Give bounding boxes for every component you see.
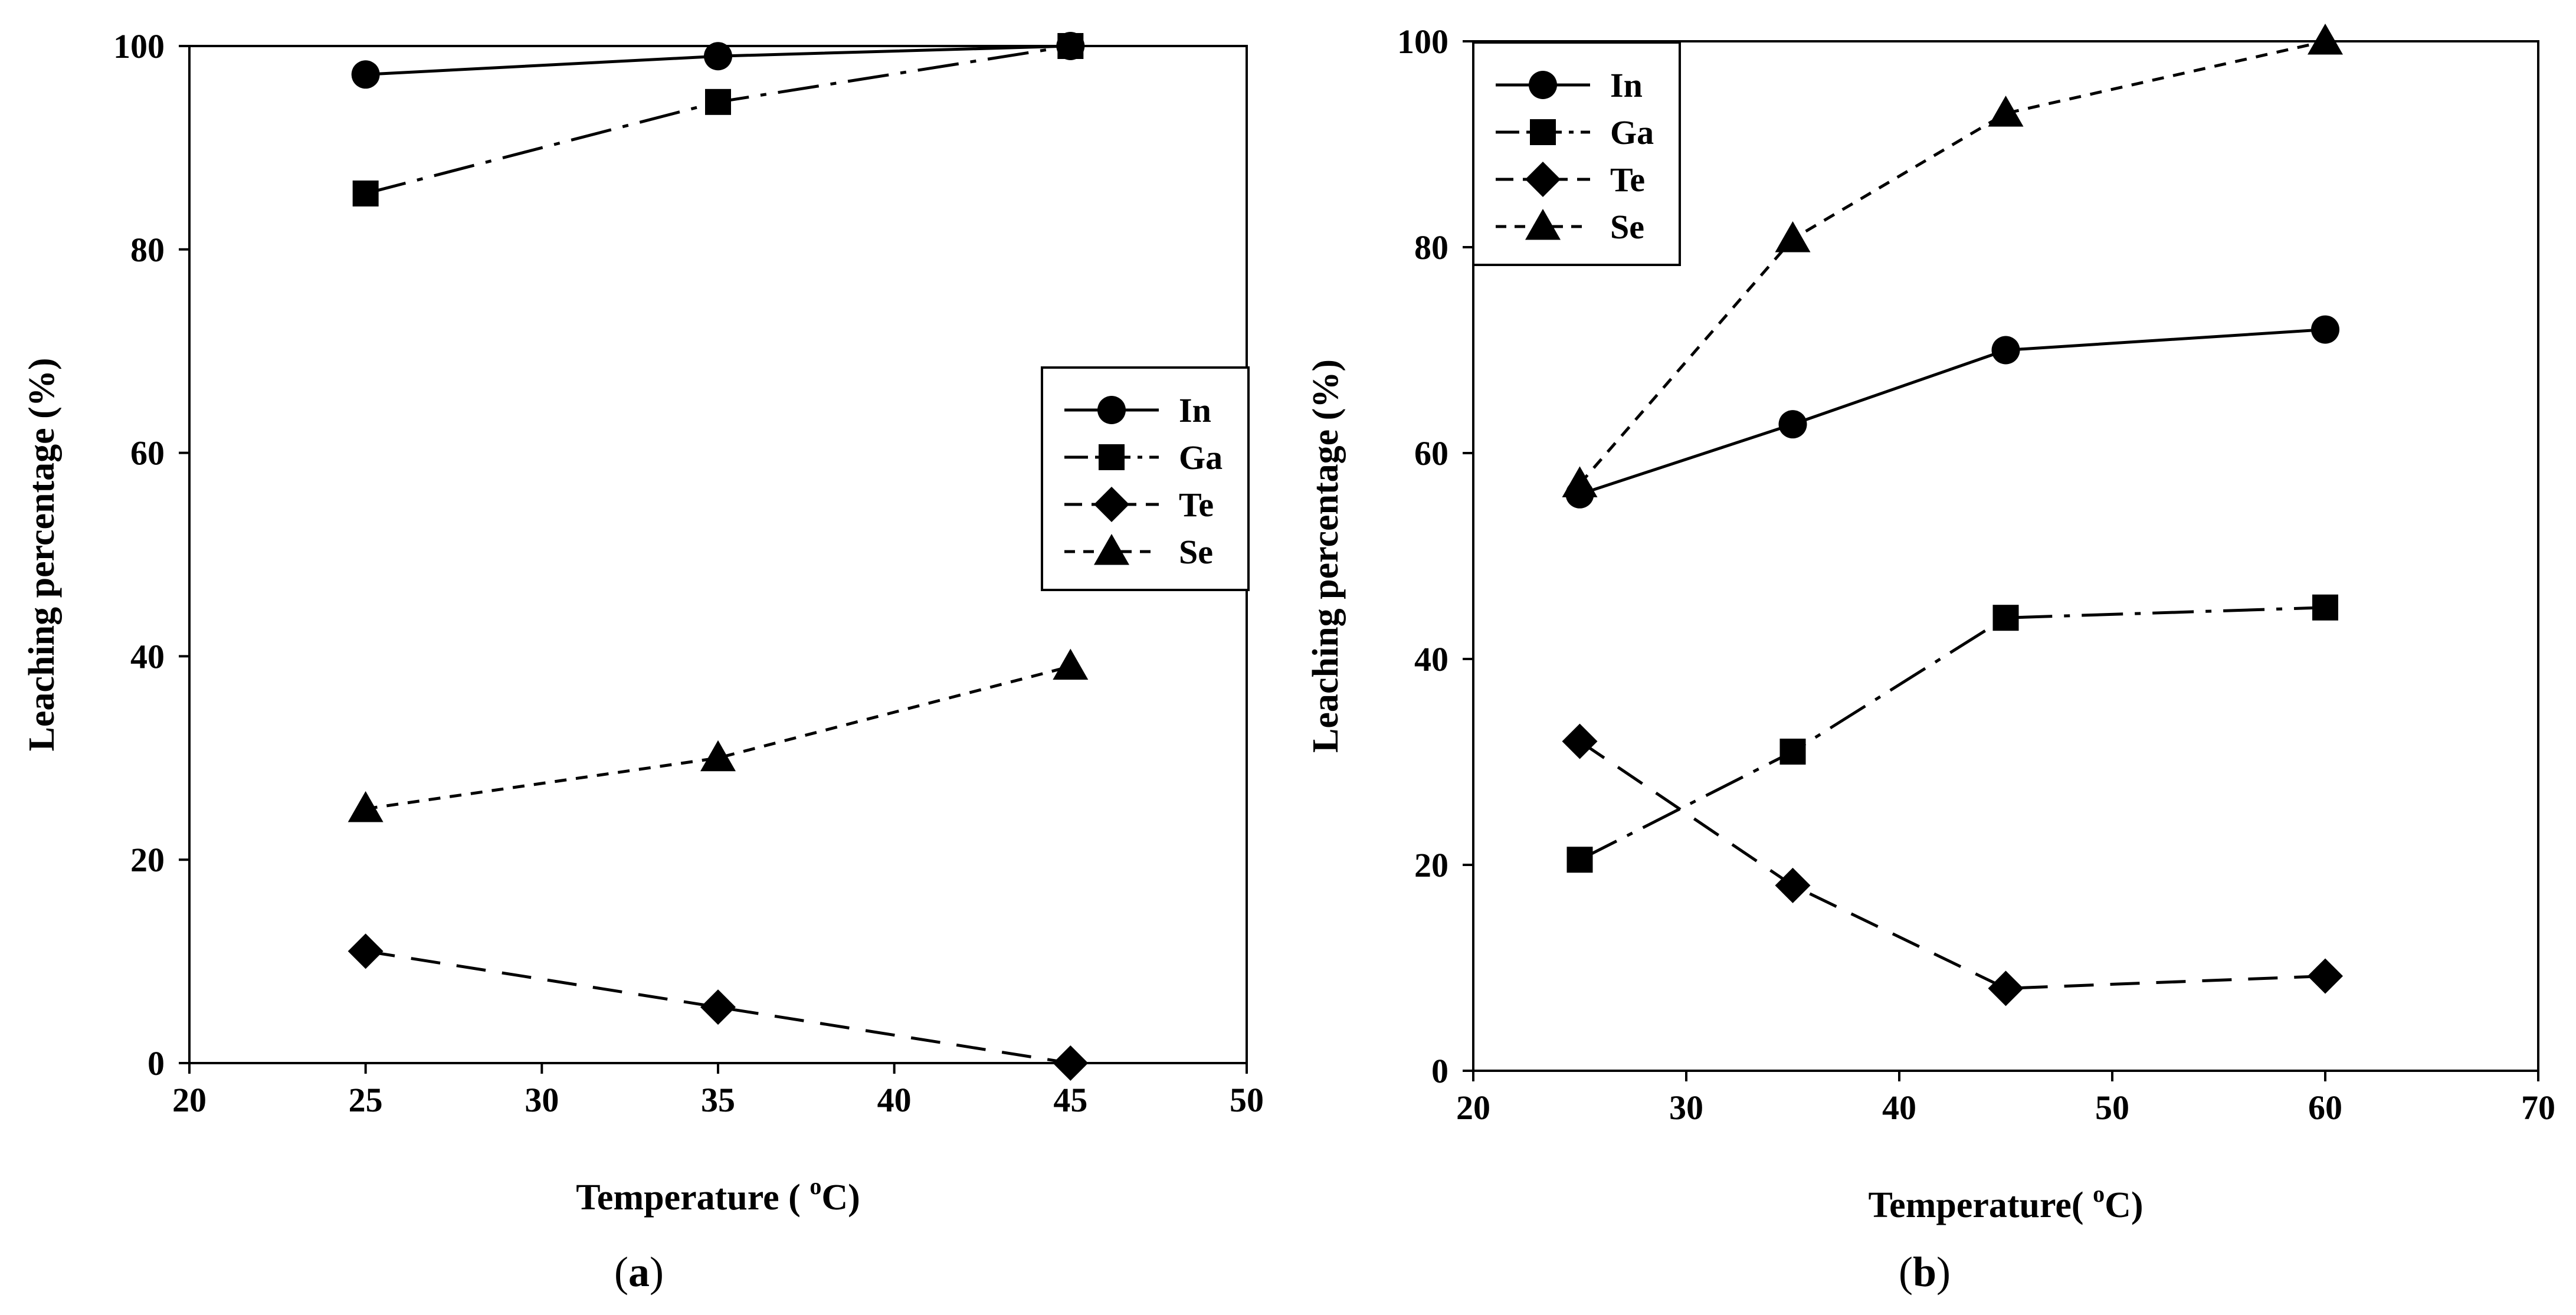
x-tick-label: 40: [877, 1081, 912, 1119]
data-point-se: [1562, 466, 1598, 497]
y-tick-label: 20: [130, 841, 165, 879]
data-point-in: [1778, 410, 1807, 439]
data-point-ga: [705, 88, 731, 115]
y-tick-label: 100: [113, 27, 165, 65]
y-tick-label: 20: [1414, 846, 1448, 884]
data-point-te: [1562, 723, 1598, 759]
x-tick-label: 20: [172, 1081, 207, 1119]
x-tick-label: 30: [525, 1081, 559, 1119]
legend-marker-te: [1525, 162, 1561, 197]
series-line-se: [365, 665, 1071, 811]
data-point-ga: [2312, 594, 2338, 621]
y-tick-label: 80: [130, 231, 165, 269]
data-point-se: [348, 791, 384, 822]
data-point-se: [2308, 24, 2343, 55]
legend-label-in: In: [1610, 66, 1643, 104]
data-point-te: [348, 933, 384, 969]
series-line-te: [1579, 740, 2326, 990]
y-tick-label: 60: [130, 434, 165, 473]
series-line-se: [1578, 40, 2326, 485]
legend-marker-ga: [1099, 444, 1125, 470]
x-axis-title: Temperature( oC): [1869, 1180, 2144, 1225]
data-point-in: [1991, 336, 2020, 365]
data-point-ga: [1992, 605, 2019, 631]
data-point-te: [700, 989, 736, 1025]
data-point-se: [1053, 648, 1089, 680]
y-tick-label: 0: [148, 1044, 165, 1083]
data-point-te: [2308, 958, 2343, 994]
series-line-te: [365, 949, 1071, 1065]
legend-label-te: Te: [1179, 486, 1214, 524]
legend-label-se: Se: [1179, 533, 1213, 571]
legend-label-te: Te: [1610, 160, 1645, 199]
panel-caption: (b): [1899, 1248, 1951, 1296]
legend-label-in: In: [1179, 391, 1211, 429]
legend-marker-in: [1097, 396, 1126, 424]
x-tick-label: 50: [2095, 1088, 2129, 1127]
series-line-ga: [1579, 606, 2326, 861]
panel-caption: (a): [614, 1248, 664, 1296]
legend-label-se: Se: [1610, 208, 1644, 246]
legend-marker-se: [1525, 209, 1561, 240]
legend-box: [1041, 366, 1250, 591]
x-tick-label: 30: [1669, 1088, 1703, 1127]
data-point-ga: [1566, 847, 1593, 873]
data-point-te: [1053, 1045, 1089, 1081]
data-point-ga: [352, 180, 379, 206]
x-tick-label: 35: [701, 1081, 735, 1119]
data-point-se: [1775, 221, 1811, 252]
y-tick-label: 80: [1414, 228, 1448, 267]
y-axis-title: Leaching percentage (%): [22, 358, 62, 752]
y-tick-label: 40: [130, 637, 165, 675]
y-tick-label: 60: [1414, 434, 1448, 473]
series-line-in: [1579, 328, 2326, 496]
data-point-in: [351, 60, 380, 89]
x-tick-label: 60: [2308, 1088, 2342, 1127]
data-point-in: [2311, 315, 2339, 344]
data-point-se: [700, 740, 736, 772]
data-point-te: [1775, 867, 1811, 903]
plot-frame: [1472, 40, 2539, 1072]
y-tick-label: 40: [1414, 640, 1448, 678]
x-tick-label: 25: [349, 1081, 383, 1119]
data-point-te: [1988, 970, 2024, 1006]
y-tick-label: 0: [1431, 1052, 1448, 1090]
legend-box: [1472, 41, 1681, 266]
legend-marker-te: [1094, 487, 1129, 522]
x-tick-label: 70: [2521, 1088, 2555, 1127]
legend: In Ga Te Se: [1041, 366, 1250, 591]
y-axis-title: Leaching percentage (%): [1306, 359, 1346, 753]
y-tick-label: 100: [1397, 22, 1448, 61]
data-point-ga: [1779, 739, 1806, 765]
x-tick-label: 20: [1456, 1088, 1490, 1127]
legend-label-ga: Ga: [1179, 438, 1223, 477]
legend-marker-in: [1529, 71, 1557, 99]
data-point-in: [704, 42, 732, 71]
x-axis-title: Temperature ( oC): [576, 1173, 860, 1218]
legend-marker-ga: [1530, 119, 1556, 145]
x-tick-label: 40: [1882, 1088, 1916, 1127]
x-tick-label: 50: [1230, 1081, 1264, 1119]
data-point-se: [1988, 96, 2024, 127]
x-tick-label: 45: [1053, 1081, 1087, 1119]
legend-label-ga: Ga: [1610, 113, 1654, 152]
legend-marker-se: [1094, 534, 1129, 565]
data-point-ga: [1057, 33, 1084, 59]
legend: In Ga Te Se: [1472, 41, 1681, 266]
